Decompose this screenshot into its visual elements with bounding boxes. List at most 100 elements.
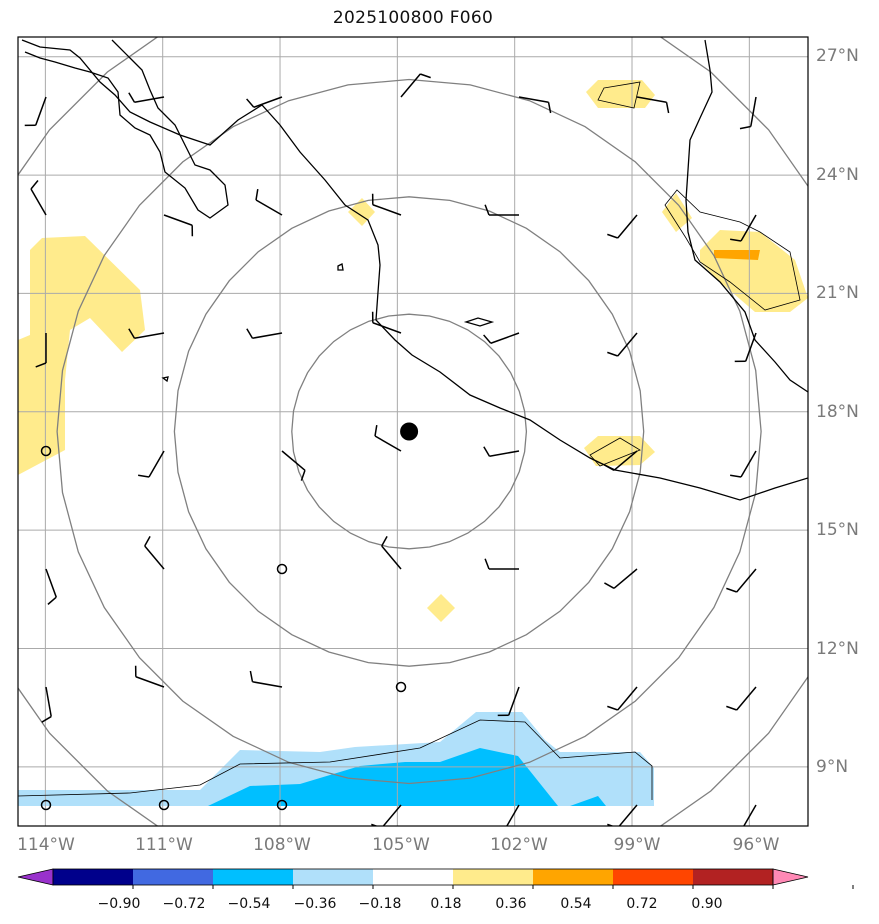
colorbar-label: 0.72	[626, 896, 657, 912]
lat-label: 9°N	[816, 757, 848, 777]
calm-wind-circle	[40, 799, 52, 811]
coastlines	[21, 39, 808, 501]
wind-barb	[607, 686, 638, 711]
calm-wind-circle	[276, 563, 288, 575]
lat-label: 12°N	[816, 639, 859, 659]
wind-barb	[128, 328, 165, 339]
longitude-labels: 114°W 111°W 108°W 105°W 102°W 99°W 96°W	[17, 835, 780, 855]
colorbar-label: −0.36	[294, 896, 337, 912]
shade-yellow-west	[18, 236, 145, 475]
wind-barb	[41, 686, 52, 723]
wind-barb	[134, 665, 165, 688]
latitude-labels: 9°N 12°N 15°N 18°N 21°N 24°N 27°N	[816, 46, 859, 777]
colorbar-extend-low	[17, 868, 54, 886]
colorbar-frame	[52, 868, 774, 886]
shade-yellow-north	[586, 80, 655, 108]
colorbar-segment	[53, 869, 133, 885]
wind-barb	[636, 96, 670, 114]
lon-label: 111°W	[135, 835, 193, 855]
lat-label: 27°N	[816, 46, 859, 66]
wind-barb	[144, 536, 165, 570]
shade-yellow-small	[427, 594, 455, 622]
wind-barb	[726, 686, 757, 711]
wind-barb	[483, 446, 520, 457]
wind-barb	[400, 73, 431, 98]
storm-center-marker	[400, 422, 419, 441]
wind-barb	[381, 536, 402, 570]
island-3	[161, 376, 169, 383]
wind-barb	[726, 568, 757, 593]
shade-orange-east	[714, 250, 760, 260]
colorbar-segment	[133, 869, 213, 885]
lon-label: 105°W	[372, 835, 430, 855]
negative-shading	[18, 712, 654, 806]
wind-barbs	[24, 73, 757, 826]
wind-barb	[484, 204, 519, 216]
shade-yellow-south	[584, 436, 655, 466]
lon-label: 96°W	[733, 835, 780, 855]
wind-barb	[45, 568, 57, 605]
shade-yellow-east1	[662, 193, 692, 232]
lat-label: 21°N	[816, 283, 859, 303]
colorbar-segment	[693, 869, 773, 885]
lon-label: 99°W	[614, 835, 661, 855]
colorbar-segment	[373, 869, 453, 885]
colorbar-label: 0.18	[430, 896, 461, 912]
coastline-gulf-mexico	[685, 39, 808, 393]
island-2	[463, 317, 495, 327]
map-frame	[17, 36, 809, 827]
range-ring	[173, 196, 645, 667]
colorbar-segment	[293, 869, 373, 885]
wind-barb	[163, 214, 194, 237]
wind-barb	[497, 686, 520, 717]
range-rings	[18, 37, 808, 826]
colorbar-label: 0.54	[560, 896, 591, 912]
wind-barb	[24, 96, 47, 127]
range-ring	[56, 78, 762, 785]
wind-barb	[730, 214, 757, 242]
lon-label: 102°W	[490, 835, 548, 855]
island-1	[337, 263, 344, 271]
colorbar-label: −0.72	[163, 896, 206, 912]
shade-deepblue-east	[570, 796, 606, 806]
wind-barb	[607, 804, 638, 826]
wind-barb	[246, 328, 283, 339]
calm-wind-circle	[158, 799, 170, 811]
lat-label: 15°N	[816, 520, 859, 540]
shade-yellow-coast	[348, 198, 375, 226]
wind-barb	[506, 804, 520, 826]
map-title: 2025100800 F060	[332, 8, 494, 28]
contour-outlines	[18, 81, 801, 800]
colorbar-segment	[213, 869, 293, 885]
wind-barb	[739, 96, 757, 130]
wind-barb	[371, 311, 402, 334]
colorbar-segment	[613, 869, 693, 885]
calm-wind-circle	[276, 799, 288, 811]
wind-barb	[607, 214, 638, 239]
lon-label: 108°W	[253, 835, 311, 855]
wind-barb	[30, 180, 47, 216]
calm-wind-circle	[40, 445, 52, 457]
coastline-baja-peninsula	[24, 39, 229, 219]
wind-barb	[604, 450, 638, 471]
wind-barb	[484, 558, 519, 570]
wind-barb	[371, 193, 402, 216]
colorbar-labels: −0.90 −0.72 −0.54 −0.36 −0.18 0.18 0.36 …	[98, 896, 723, 912]
wind-barb	[371, 804, 402, 826]
wind-barb	[246, 96, 283, 108]
colorbar-label: −0.90	[98, 896, 141, 912]
wind-barb	[138, 450, 165, 478]
gridlines	[18, 37, 808, 826]
calm-wind-circle	[395, 681, 407, 693]
wind-barb	[128, 92, 165, 103]
coastline-baja-mainland	[21, 39, 808, 501]
colorbar-label: −0.18	[359, 896, 402, 912]
colorbar-segment	[533, 869, 613, 885]
wind-barb	[734, 332, 757, 363]
colorbar	[17, 868, 854, 889]
wind-barb	[255, 189, 283, 216]
wind-barb	[607, 332, 638, 357]
colorbar-label: 0.36	[495, 896, 526, 912]
wind-barb	[604, 568, 638, 589]
